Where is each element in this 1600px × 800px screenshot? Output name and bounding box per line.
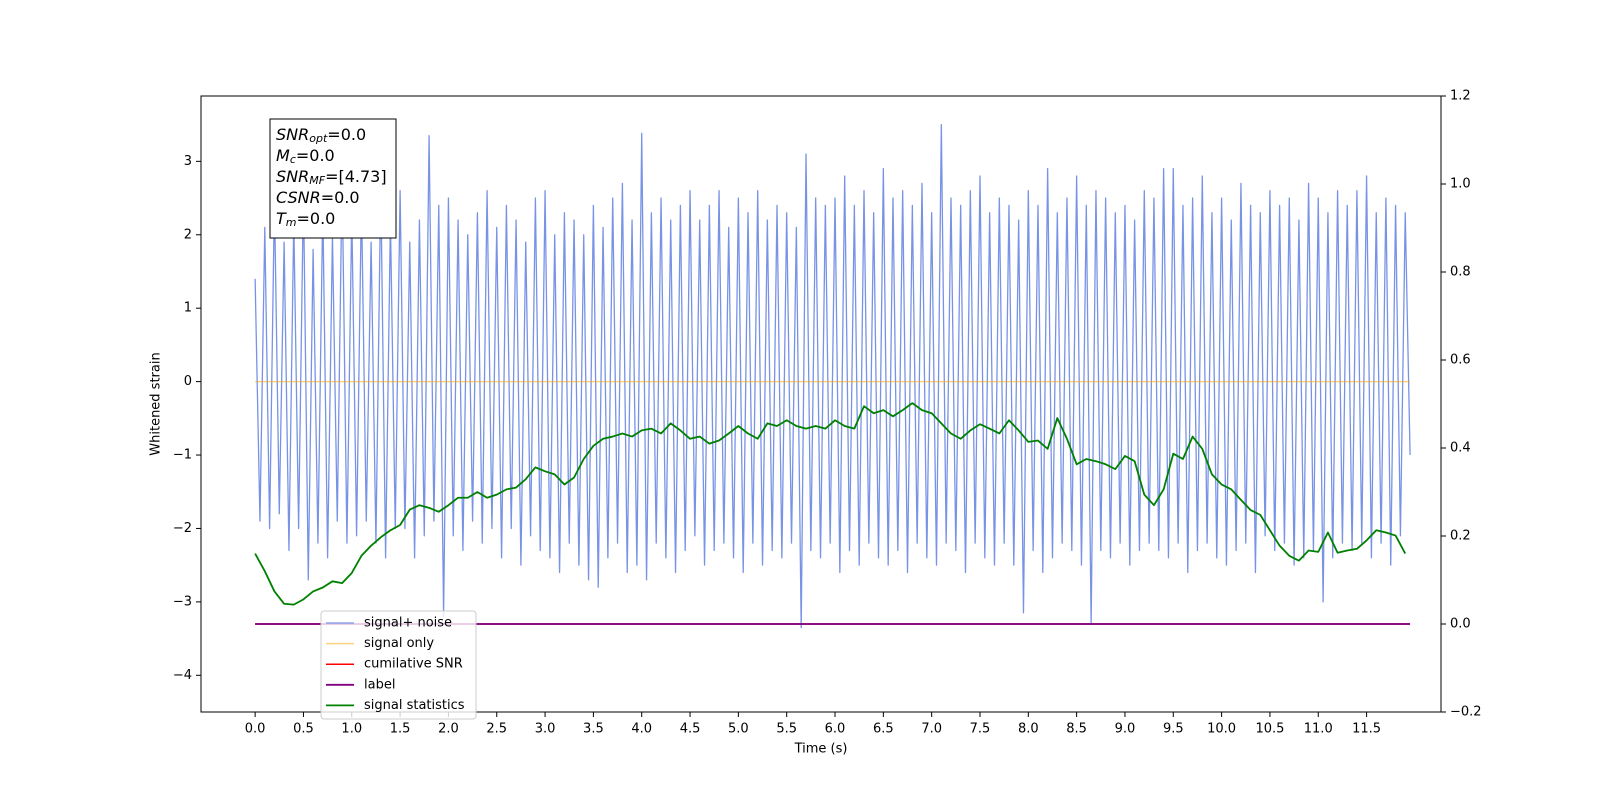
annotation-subscript: m bbox=[286, 216, 297, 229]
y2-tick-label: 0.6 bbox=[1450, 353, 1471, 368]
y2-tick-label: −0.2 bbox=[1450, 705, 1482, 720]
y-tick-label: −1 bbox=[173, 448, 192, 463]
annotation-line: SNRopt=0.0 bbox=[276, 125, 366, 146]
x-tick-label: 6.5 bbox=[873, 722, 894, 737]
annotation-symbol: T bbox=[276, 209, 287, 228]
x-tick-label: 4.0 bbox=[631, 722, 652, 737]
x-tick-label: 2.5 bbox=[486, 722, 507, 737]
annotation-value: =[4.73] bbox=[325, 167, 387, 186]
x-tick-label: 3.0 bbox=[535, 722, 556, 737]
annotation-line: Tm=0.0 bbox=[276, 209, 335, 230]
x-tick-label: 7.5 bbox=[970, 722, 991, 737]
x-tick-label: 0.5 bbox=[293, 722, 314, 737]
x-tick-label: 0.0 bbox=[245, 722, 266, 737]
x-tick-label: 3.5 bbox=[583, 722, 604, 737]
y2-tick-label: 0.0 bbox=[1450, 617, 1471, 632]
annotation-box: SNRopt=0.0Mc=0.0SNRMF=[4.73]CSNR=0.0Tm=0… bbox=[269, 118, 397, 239]
x-tick-label: 2.0 bbox=[438, 722, 459, 737]
y-tick-label: −2 bbox=[173, 521, 192, 536]
annotation-subscript: c bbox=[290, 153, 296, 166]
x-tick-label: 8.0 bbox=[1018, 722, 1039, 737]
x-tick-label: 9.0 bbox=[1115, 722, 1136, 737]
legend-label: label bbox=[364, 677, 395, 692]
series-line bbox=[254, 123, 1411, 629]
annotation-value: =0.0 bbox=[321, 188, 360, 207]
legend-label: signal+ noise bbox=[364, 616, 452, 631]
x-tick-label: 1.0 bbox=[341, 722, 362, 737]
x-tick-label: 8.5 bbox=[1066, 722, 1087, 737]
series-line bbox=[254, 402, 1407, 606]
annotation-line: SNRMF=[4.73] bbox=[276, 167, 387, 188]
x-tick-label: 9.5 bbox=[1163, 722, 1184, 737]
annotation-value: =0.0 bbox=[297, 209, 336, 228]
x-tick-label: 10.5 bbox=[1255, 722, 1284, 737]
y-tick-label: −4 bbox=[173, 668, 192, 683]
annotation-value: =0.0 bbox=[327, 125, 366, 144]
annotation-subscript: MF bbox=[309, 174, 325, 187]
y-tick-label: 3 bbox=[184, 154, 192, 169]
plot-frame bbox=[200, 95, 1442, 713]
x-tick-label: 4.5 bbox=[680, 722, 701, 737]
x-tick-label: 6.0 bbox=[825, 722, 846, 737]
x-tick-label: 5.0 bbox=[728, 722, 749, 737]
annotation-subscript: opt bbox=[309, 132, 328, 145]
y-axis-label: Whitened strain bbox=[149, 352, 164, 455]
y2-tick-label: 0.8 bbox=[1450, 265, 1471, 280]
legend-label: signal statistics bbox=[364, 698, 465, 713]
y-tick-label: 1 bbox=[184, 301, 192, 316]
x-tick-label: 1.5 bbox=[390, 722, 411, 737]
x-tick-label: 7.0 bbox=[921, 722, 942, 737]
annotation-value: =0.0 bbox=[296, 146, 335, 165]
y-tick-label: 0 bbox=[184, 374, 192, 389]
y-tick-label: 2 bbox=[184, 227, 192, 242]
annotation-line: CSNR=0.0 bbox=[276, 188, 360, 207]
y2-tick-label: 0.4 bbox=[1450, 441, 1471, 456]
annotation-frame bbox=[269, 118, 397, 239]
annotation-line: Mc=0.0 bbox=[276, 146, 335, 167]
x-tick-label: 11.0 bbox=[1304, 722, 1333, 737]
y2-tick-label: 1.2 bbox=[1450, 89, 1471, 104]
legend: signal+ noise signal only cumilative SNR la… bbox=[320, 610, 477, 720]
legend-frame bbox=[320, 610, 477, 720]
x-tick-label: 5.5 bbox=[776, 722, 797, 737]
legend-label: cumilative SNR bbox=[364, 657, 463, 672]
x-tick-label: 11.5 bbox=[1352, 722, 1381, 737]
y2-tick-label: 0.2 bbox=[1450, 529, 1471, 544]
x-axis-label: Time (s) bbox=[794, 742, 848, 757]
annotation-symbol: SNR bbox=[276, 125, 309, 144]
y-tick-label: −3 bbox=[173, 594, 192, 609]
legend-label: signal only bbox=[364, 636, 434, 651]
annotation-symbol: CSNR bbox=[276, 188, 321, 207]
y2-tick-label: 1.0 bbox=[1450, 177, 1471, 192]
annotation-symbol: M bbox=[276, 146, 290, 165]
x-tick-label: 10.0 bbox=[1207, 722, 1236, 737]
annotation-symbol: SNR bbox=[276, 167, 309, 186]
